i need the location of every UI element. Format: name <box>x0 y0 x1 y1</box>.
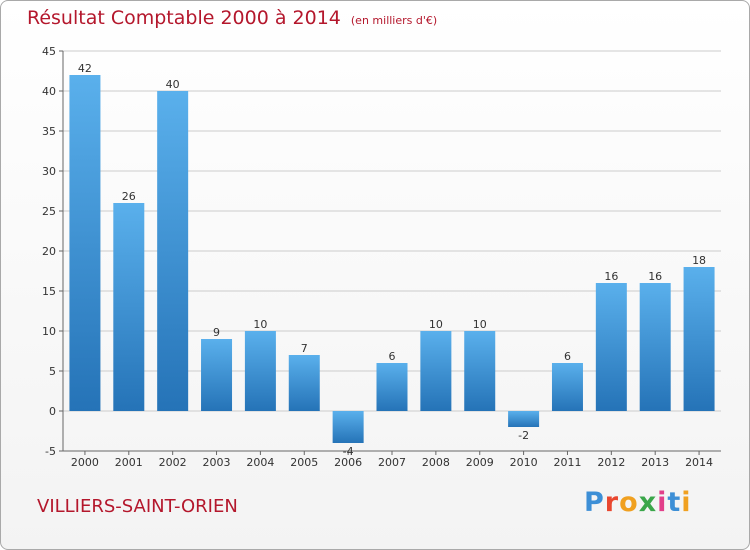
x-tick-label-2011: 2011 <box>553 456 581 469</box>
value-label-2000: 42 <box>78 62 92 75</box>
y-tick-label: 0 <box>49 405 56 418</box>
bar-2013 <box>639 283 671 411</box>
value-label-2002: 40 <box>166 78 180 91</box>
y-tick-label: 35 <box>42 125 56 138</box>
x-tick-label-2002: 2002 <box>159 456 187 469</box>
logo-letter: i <box>681 487 692 518</box>
y-tick-label: 5 <box>49 365 56 378</box>
x-tick-label-2004: 2004 <box>246 456 274 469</box>
value-label-2013: 16 <box>648 270 662 283</box>
y-tick-label: 20 <box>42 245 56 258</box>
proxiti-logo[interactable]: Proxiti <box>584 487 692 518</box>
logo-letter: P <box>584 487 605 518</box>
x-tick-label-2012: 2012 <box>597 456 625 469</box>
x-tick-label-2013: 2013 <box>641 456 669 469</box>
bar-2005 <box>288 355 320 411</box>
bars <box>69 75 715 443</box>
value-label-2003: 9 <box>213 326 220 339</box>
bar-2011 <box>551 363 583 411</box>
x-tick-label-2005: 2005 <box>290 456 318 469</box>
y-tick-label: 45 <box>42 45 56 58</box>
value-label-2008: 10 <box>429 318 443 331</box>
x-tick-label-2010: 2010 <box>510 456 538 469</box>
y-tick-label: -5 <box>45 445 56 458</box>
bar-2010 <box>508 411 540 427</box>
chart-subtitle: (en milliers d'€) <box>350 14 438 27</box>
y-tick-labels: -5 0 5 10 15 20 25 30 35 40 45 <box>42 45 56 458</box>
logo-letter: t <box>667 487 682 518</box>
chart-title: Résultat Comptable 2000 à 2014 (en millie… <box>27 7 437 29</box>
logo-letter: x <box>638 487 658 518</box>
logo-letter: r <box>604 487 620 518</box>
y-tick-label: 25 <box>42 205 56 218</box>
value-label-2012: 16 <box>604 270 618 283</box>
axes <box>59 50 721 455</box>
chart-title-text: Résultat Comptable 2000 à 2014 <box>27 7 341 29</box>
y-tick-label: 15 <box>42 285 56 298</box>
bar-2006 <box>332 411 364 443</box>
value-label-2001: 26 <box>122 190 136 203</box>
bar-2014 <box>683 267 715 411</box>
value-label-2007: 6 <box>389 350 396 363</box>
x-tick-label-2008: 2008 <box>422 456 450 469</box>
bar-2009 <box>464 331 496 411</box>
x-tick-labels: 2000 2001 2002 2003 2004 2005 2006 2007 2008 2009… <box>71 456 713 469</box>
bar-2012 <box>595 283 627 411</box>
value-labels: 42 26 40 9 10 7 -4 6 10 10 -2 6 16 16 18 <box>78 62 706 458</box>
bar-2001 <box>113 203 145 411</box>
bar-2000 <box>69 75 101 411</box>
x-tick-label-2009: 2009 <box>466 456 494 469</box>
x-tick-label-2006: 2006 <box>334 456 362 469</box>
y-tick-label: 40 <box>42 85 56 98</box>
value-label-2014: 18 <box>692 254 706 267</box>
x-tick-label-2003: 2003 <box>203 456 231 469</box>
bar-2007 <box>376 363 408 411</box>
y-tick-label: 10 <box>42 325 56 338</box>
value-label-2005: 7 <box>301 342 308 355</box>
value-label-2010: -2 <box>518 429 529 442</box>
bar-2003 <box>201 339 233 411</box>
x-tick-label-2014: 2014 <box>685 456 713 469</box>
bar-2004 <box>244 331 276 411</box>
commune-name: VILLIERS-SAINT-ORIEN <box>37 496 238 517</box>
bar-2002 <box>157 91 189 411</box>
value-label-2009: 10 <box>473 318 487 331</box>
logo-letter: o <box>619 487 639 518</box>
x-tick-label-2007: 2007 <box>378 456 406 469</box>
logo-letter: i <box>657 487 668 518</box>
value-label-2011: 6 <box>564 350 571 363</box>
value-label-2004: 10 <box>253 318 267 331</box>
x-tick-label-2001: 2001 <box>115 456 143 469</box>
y-tick-label: 30 <box>42 165 56 178</box>
value-label-2006: -4 <box>343 445 354 458</box>
x-tick-label-2000: 2000 <box>71 456 99 469</box>
bar-2008 <box>420 331 452 411</box>
